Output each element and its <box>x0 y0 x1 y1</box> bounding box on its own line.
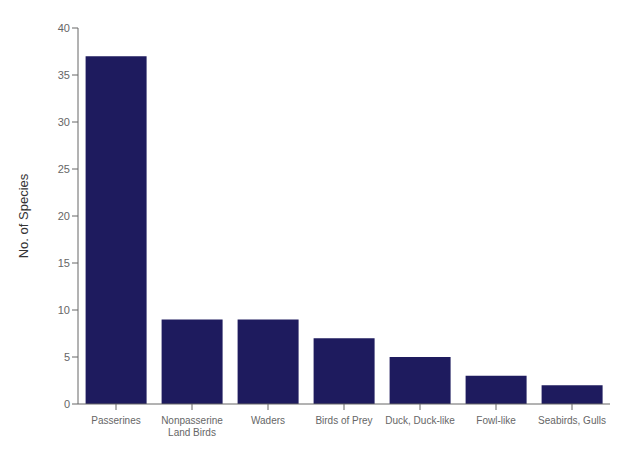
svg-text:40: 40 <box>58 22 70 34</box>
svg-text:0: 0 <box>64 398 70 410</box>
svg-text:10: 10 <box>58 304 70 316</box>
svg-text:Duck, Duck-like: Duck, Duck-like <box>385 415 455 426</box>
svg-text:35: 35 <box>58 69 70 81</box>
svg-text:Waders: Waders <box>251 415 285 426</box>
svg-text:Passerines: Passerines <box>91 415 140 426</box>
svg-text:No. of Species: No. of Species <box>16 173 31 258</box>
svg-text:Fowl-like: Fowl-like <box>476 415 516 426</box>
svg-text:20: 20 <box>58 210 70 222</box>
svg-text:15: 15 <box>58 257 70 269</box>
svg-text:25: 25 <box>58 163 70 175</box>
svg-text:Seabirds, Gulls: Seabirds, Gulls <box>538 415 606 426</box>
svg-text:30: 30 <box>58 116 70 128</box>
svg-text:Birds of Prey: Birds of Prey <box>315 415 372 426</box>
svg-text:NonpasserineLand Birds: NonpasserineLand Birds <box>161 415 223 438</box>
svg-text:5: 5 <box>64 351 70 363</box>
